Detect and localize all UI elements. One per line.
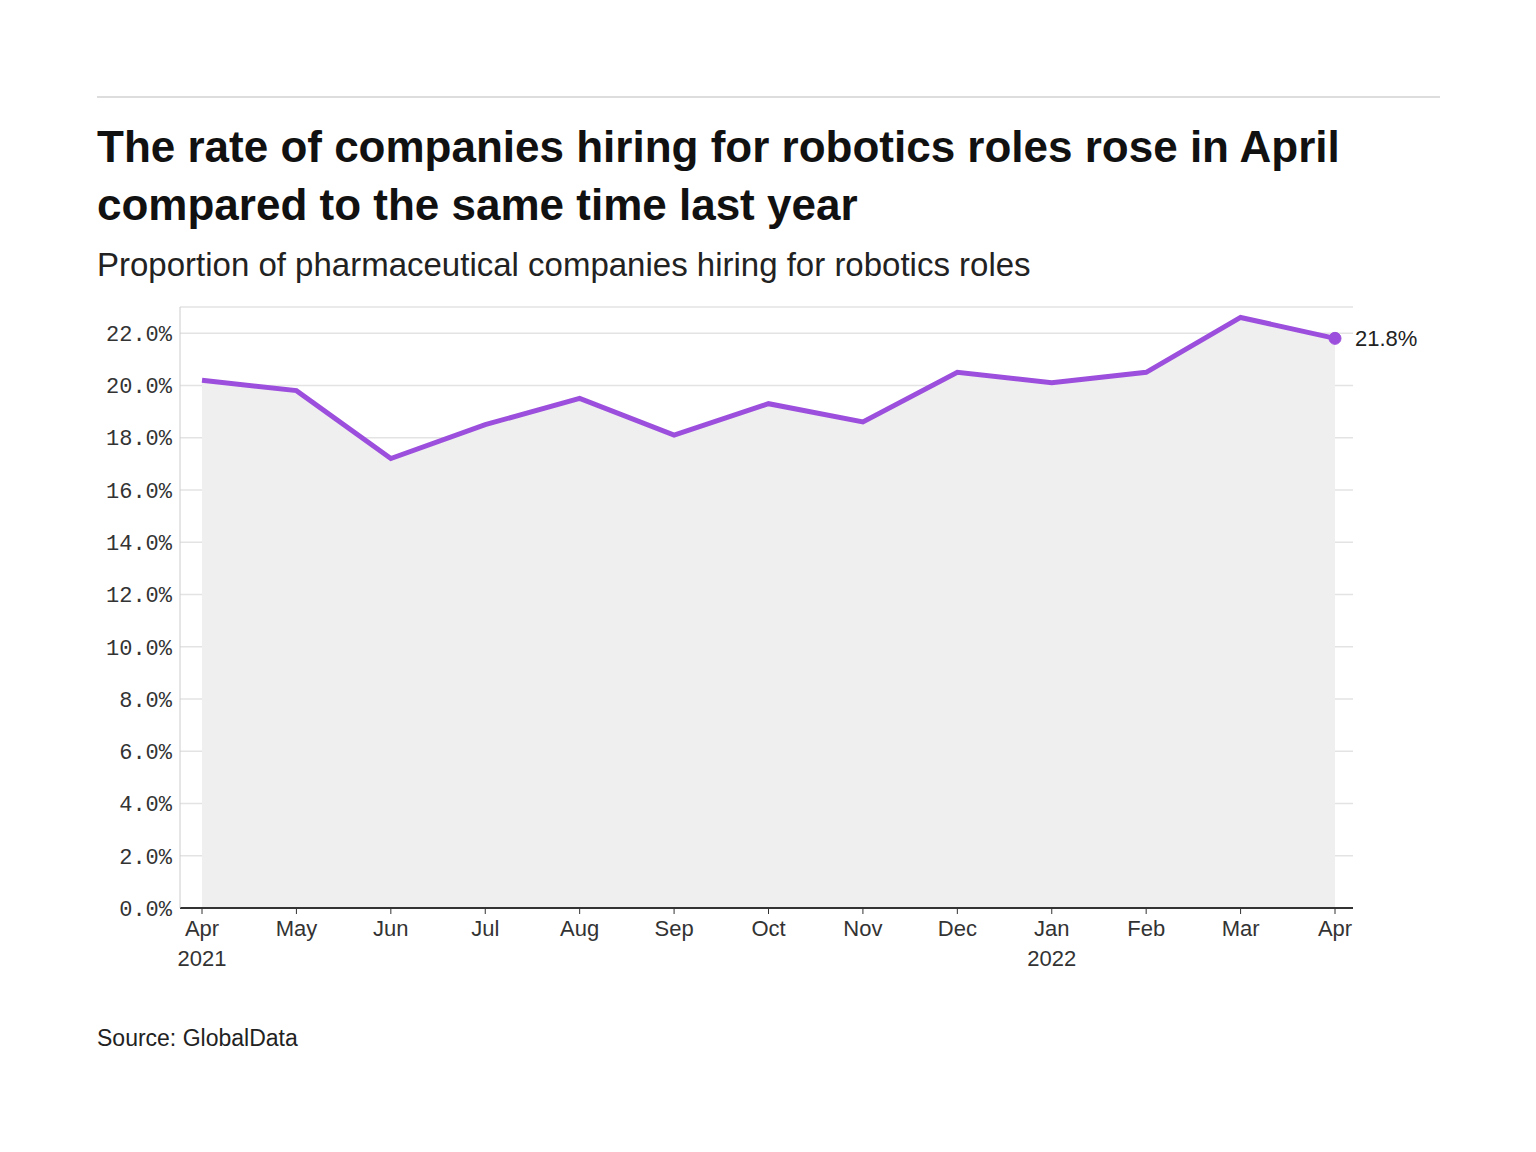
svg-text:18.0%: 18.0% (106, 427, 173, 452)
html-text:The rate of companies hiring f: The rate of companies hiring for robotic… (97, 122, 1340, 229)
svg-text:Apr: Apr (1318, 916, 1352, 941)
svg-text:Oct: Oct (751, 916, 785, 941)
svg-text:May: May (276, 916, 318, 941)
svg-text:22.0%: 22.0% (106, 323, 173, 348)
svg-text:6.0%: 6.0% (119, 741, 173, 766)
svg-text:16.0%: 16.0% (106, 480, 173, 505)
svg-text:12.0%: 12.0% (106, 584, 173, 609)
svg-text:2022: 2022 (1027, 946, 1076, 971)
svg-text:20.0%: 20.0% (106, 375, 173, 400)
svg-text:10.0%: 10.0% (106, 637, 173, 662)
svg-text:14.0%: 14.0% (106, 532, 173, 557)
svg-text:8.0%: 8.0% (119, 689, 173, 714)
svg-text:Sep: Sep (655, 916, 694, 941)
svg-text:Aug: Aug (560, 916, 599, 941)
svg-text:Feb: Feb (1127, 916, 1165, 941)
svg-text:21.8%: 21.8% (1355, 326, 1417, 351)
svg-text:Jun: Jun (373, 916, 408, 941)
svg-text:Mar: Mar (1222, 916, 1260, 941)
svg-text:2.0%: 2.0% (119, 846, 173, 871)
svg-text:Jul: Jul (471, 916, 499, 941)
svg-text:Apr: Apr (185, 916, 219, 941)
svg-text:2021: 2021 (178, 946, 227, 971)
svg-text:Jan: Jan (1034, 916, 1069, 941)
html-text:Source: GlobalData: Source: GlobalData (97, 1025, 298, 1051)
svg-text:Dec: Dec (938, 916, 977, 941)
html-text:Proportion of pharmaceutical c: Proportion of pharmaceutical companies h… (97, 246, 1031, 283)
svg-text:0.0%: 0.0% (119, 898, 173, 923)
svg-text:4.0%: 4.0% (119, 793, 173, 818)
svg-text:Nov: Nov (843, 916, 882, 941)
